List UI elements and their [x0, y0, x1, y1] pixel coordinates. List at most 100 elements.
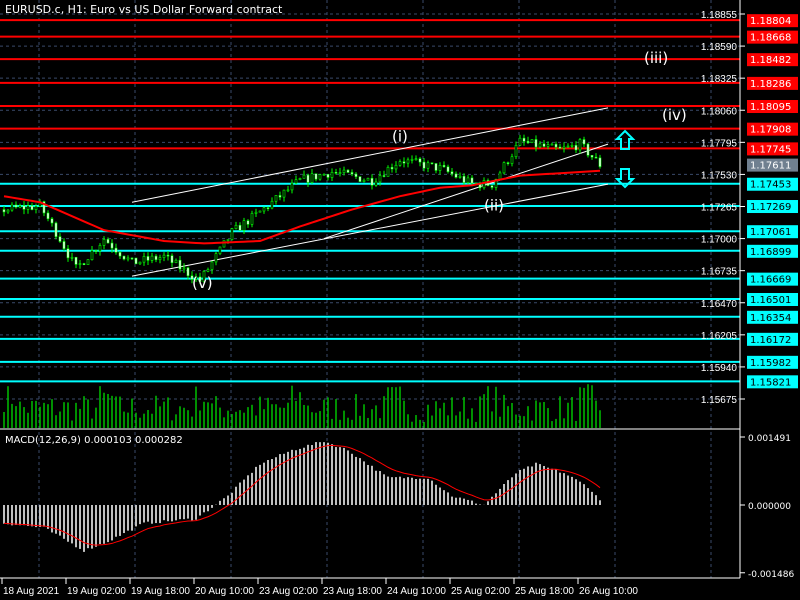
support-level-tag: [747, 200, 798, 214]
candle-body: [586, 143, 590, 156]
time-axis[interactable]: 18 Aug 2021 19 Aug 02:00 19 Aug 18:00 20 Au…: [1, 578, 638, 597]
trend-channel[interactable]: [131, 107, 609, 277]
candle-body: [510, 156, 514, 164]
candle-body: [362, 179, 366, 182]
channel-lower-line: [131, 183, 609, 277]
candle-body: [354, 173, 358, 177]
candle-body: [98, 245, 102, 252]
candle-body: [306, 174, 310, 183]
channel-upper-line: [131, 107, 609, 203]
candle-body: [58, 236, 62, 242]
price-tick-label: 1.18060: [701, 106, 738, 117]
resistance-level-tag: [747, 53, 798, 67]
time-tick-label: 24 Aug 10:00: [387, 586, 446, 597]
candle-body: [346, 169, 350, 173]
candle-body: [554, 143, 558, 148]
candle-body: [134, 257, 138, 265]
candle-body: [94, 250, 98, 252]
candle-body: [78, 263, 82, 265]
candle-body: [150, 255, 154, 261]
candle-body: [90, 250, 94, 260]
price-tick-label: 1.16470: [701, 299, 738, 310]
candle-body: [162, 254, 166, 258]
support-level-tag: [747, 272, 798, 286]
candle-body: [574, 145, 578, 151]
price-levels: [0, 19, 740, 383]
candle-body: [274, 195, 278, 202]
grid: [0, 0, 740, 578]
candle-body: [250, 213, 254, 225]
candle-body: [246, 220, 250, 225]
candle-body: [254, 211, 258, 214]
candle-body: [394, 164, 398, 170]
support-level-tag: [747, 177, 798, 191]
price-tick-label: 1.17530: [701, 170, 738, 181]
resistance-level-tag: [747, 14, 798, 28]
candle-body: [158, 257, 162, 261]
time-tick-label: 18 Aug 2021: [3, 586, 60, 597]
candle-body: [290, 182, 294, 191]
candle-body: [106, 239, 110, 244]
time-tick-label: 19 Aug 18:00: [131, 586, 190, 597]
wave-label: (i): [392, 128, 408, 146]
candle-body: [230, 228, 234, 240]
support-level-tag-label: 1.16172: [750, 335, 791, 346]
time-tick-label: 25 Aug 18:00: [515, 586, 574, 597]
candle-body: [170, 255, 174, 264]
time-tick-label: 20 Aug 10:00: [195, 586, 254, 597]
price-tick-label: 1.18855: [701, 10, 738, 21]
candle-body: [350, 172, 354, 175]
arrow-down-icon: [614, 168, 636, 189]
candle-body: [142, 256, 146, 263]
resistance-level-tag-label: 1.18482: [750, 55, 791, 66]
candle-body: [526, 141, 530, 143]
candle-body: [374, 181, 378, 186]
resistance-level-tag-label: 1.18095: [750, 102, 791, 113]
candle-body: [406, 159, 410, 164]
candle-body: [122, 255, 126, 260]
candle-body: [366, 177, 370, 181]
price-axis[interactable]: 1.18855 1.18590 1.18325 1.18060 1.17795 1.175…: [701, 10, 795, 580]
level-price-tags: 1.18804 1.18668 1.18482 1.18286 1.18095 1.179…: [747, 14, 798, 389]
candle-body: [194, 276, 198, 280]
current-price-label: 1.17611: [750, 161, 791, 172]
macd-tick-label: -0.001486: [748, 570, 794, 580]
candle-body: [430, 162, 434, 165]
candle-body: [130, 257, 134, 260]
candle-body: [206, 269, 210, 272]
candle-body: [330, 172, 334, 178]
resistance-level-tag: [747, 100, 798, 114]
candle-body: [378, 175, 382, 183]
candle-body: [334, 172, 338, 174]
candle-body: [178, 259, 182, 270]
time-tick-label: 19 Aug 02:00: [67, 586, 126, 597]
candle-body: [258, 210, 262, 213]
price-tick-label: 1.18590: [701, 42, 738, 53]
candle-body: [386, 167, 390, 177]
candle-body: [550, 143, 554, 146]
macd-signal-line: [3, 444, 601, 546]
candle-body: [434, 163, 438, 171]
candle-body: [138, 261, 142, 265]
candle-body: [182, 267, 186, 270]
candle-body: [6, 209, 10, 213]
candle-body: [298, 178, 302, 180]
candle-body: [202, 270, 206, 282]
candle-body: [390, 167, 394, 170]
time-tick-label: 23 Aug 02:00: [259, 586, 318, 597]
resistance-level-tag: [747, 122, 798, 136]
candle-body: [174, 259, 178, 264]
candle-body: [470, 177, 474, 184]
candle-body: [42, 201, 46, 214]
candle-body: [238, 224, 242, 231]
price-tick-label: 1.15940: [701, 363, 738, 374]
wave-label: (iii): [644, 49, 668, 67]
candle-body: [62, 241, 66, 250]
support-level-tag-label: 1.16501: [750, 295, 791, 306]
wave-label: (ii): [484, 197, 504, 215]
candle-body: [186, 267, 190, 277]
candle-body: [454, 173, 458, 178]
candle-body: [266, 207, 270, 210]
candle-body: [302, 174, 306, 179]
